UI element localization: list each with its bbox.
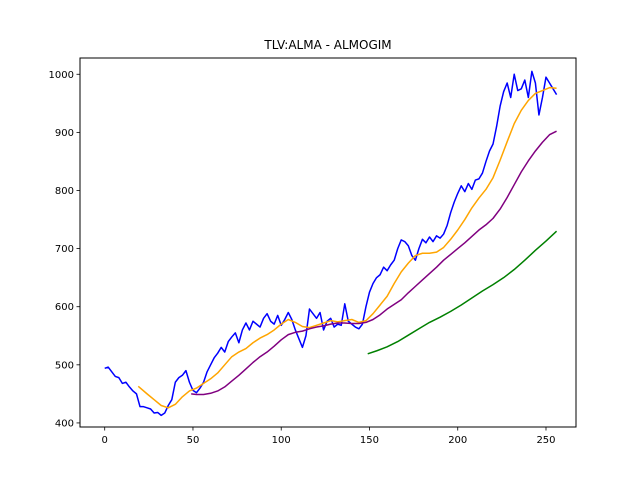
x-tick-label: 50 bbox=[187, 435, 200, 446]
chart-title: TLV:ALMA - ALMOGIM bbox=[263, 38, 391, 52]
x-tick-label: 100 bbox=[272, 435, 291, 446]
y-tick-label: 900 bbox=[55, 128, 74, 139]
y-tick-label: 700 bbox=[55, 244, 74, 255]
y-tick-label: 500 bbox=[55, 360, 74, 371]
x-tick-label: 0 bbox=[102, 435, 108, 446]
y-tick-label: 800 bbox=[55, 186, 74, 197]
x-tick-label: 250 bbox=[536, 435, 555, 446]
y-tick-label: 600 bbox=[55, 302, 74, 313]
x-tick-label: 150 bbox=[360, 435, 379, 446]
y-tick-label: 1000 bbox=[49, 70, 74, 81]
y-tick-label: 400 bbox=[55, 418, 74, 429]
x-tick-label: 200 bbox=[448, 435, 467, 446]
